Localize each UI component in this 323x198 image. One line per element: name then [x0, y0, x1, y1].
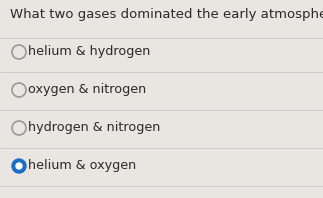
Text: oxygen & nitrogen: oxygen & nitrogen [28, 84, 146, 96]
Circle shape [12, 159, 26, 173]
Circle shape [16, 163, 22, 169]
Text: helium & hydrogen: helium & hydrogen [28, 46, 151, 58]
Text: helium & oxygen: helium & oxygen [28, 160, 136, 172]
Text: What two gases dominated the early atmosphere?: What two gases dominated the early atmos… [10, 8, 323, 21]
Text: hydrogen & nitrogen: hydrogen & nitrogen [28, 122, 161, 134]
